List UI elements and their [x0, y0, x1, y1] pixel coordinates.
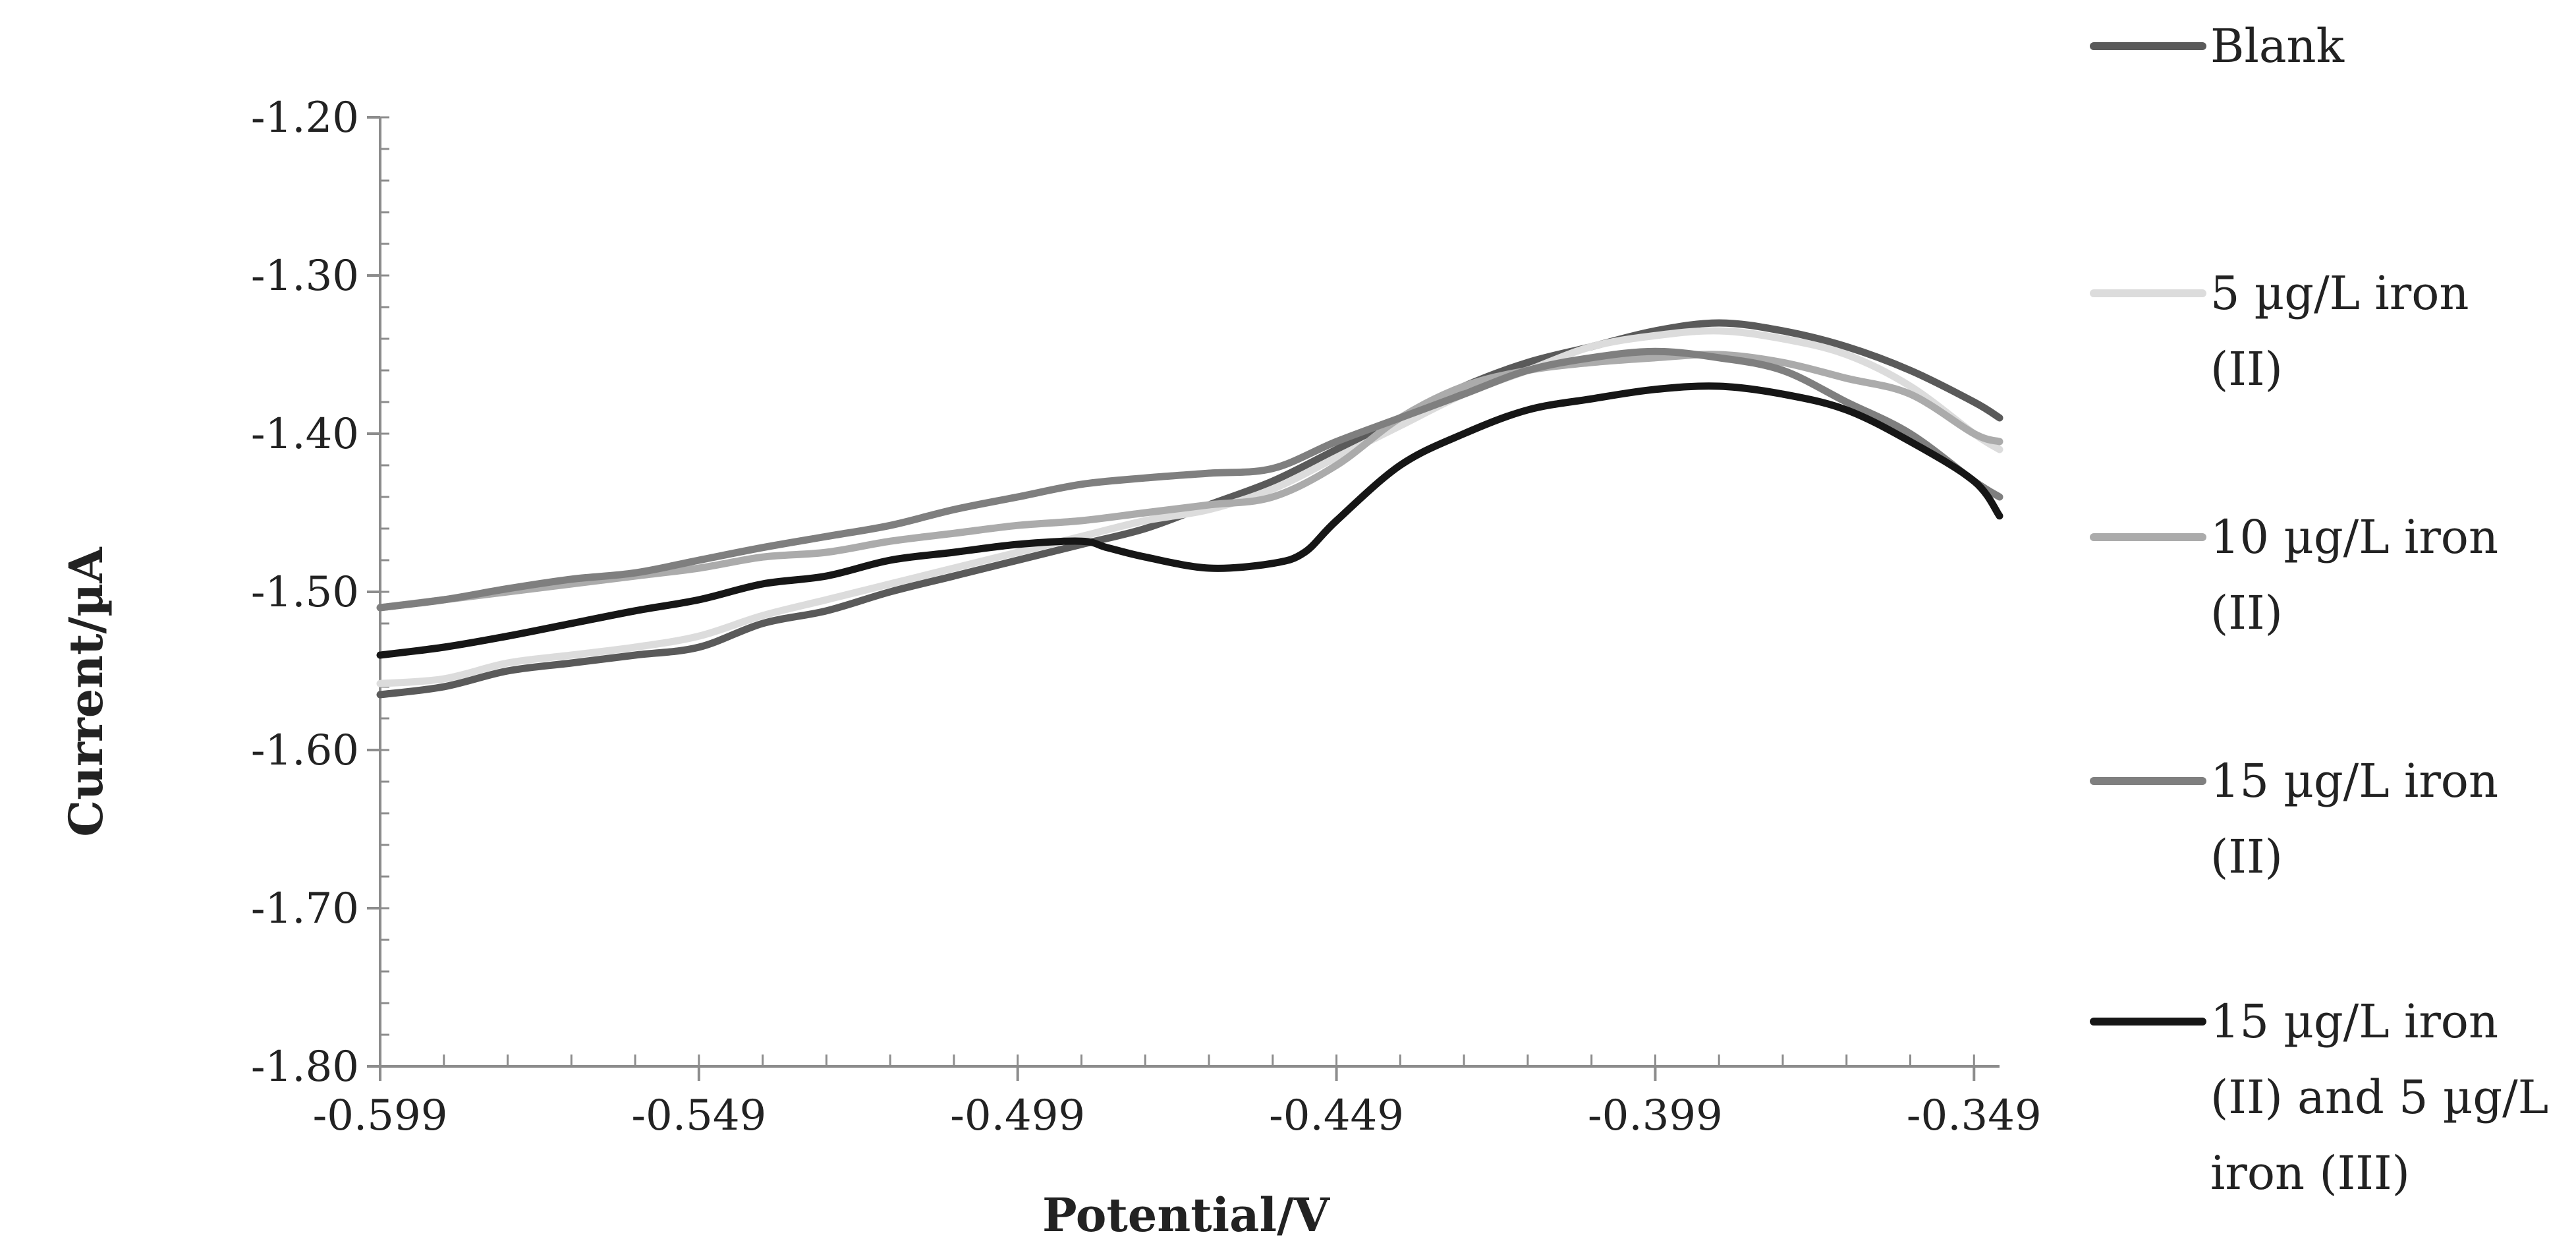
legend-label-3: (II)	[2210, 586, 2283, 640]
legend-label-1: Blank	[2210, 19, 2345, 73]
y-tick-label: -1.40	[251, 410, 359, 459]
x-tick-label: -0.599	[313, 1091, 448, 1140]
legend-label-2: 5 µg/L iron	[2210, 266, 2469, 320]
legend-label-5: iron (III)	[2210, 1146, 2410, 1200]
series-line-4	[376, 347, 2003, 612]
x-tick-label: -0.499	[950, 1091, 1085, 1140]
axes-layer: -1.20 -1.30 -1.40 -1.50 -1.60 -1.70 -1.80-0.59…	[251, 94, 2042, 1140]
x-tick-label: -0.399	[1588, 1091, 1723, 1140]
legend-label-3: 10 µg/L iron	[2210, 510, 2498, 564]
series-line-3	[376, 351, 2003, 612]
y-tick-label: -1.30	[251, 252, 359, 301]
series-layer	[376, 319, 2003, 699]
legend-label-4: (II)	[2210, 830, 2283, 884]
y-tick-label: -1.70	[251, 884, 359, 933]
y-tick-label: -1.50	[251, 568, 359, 617]
legend-label-2: (II)	[2210, 342, 2283, 396]
legend-label-5: 15 µg/L iron	[2210, 995, 2498, 1049]
legend-label-5: (II) and 5 µg/L	[2210, 1070, 2548, 1124]
series-line-5	[376, 382, 2003, 659]
y-axis-title: Current/µA	[59, 546, 113, 837]
legend-label-4: 15 µg/L iron	[2210, 754, 2498, 808]
y-tick-label: -1.20	[251, 94, 359, 142]
series-line-2	[376, 327, 2003, 687]
y-tick-label: -1.60	[251, 726, 359, 775]
x-tick-label: -0.349	[1907, 1091, 2042, 1140]
legend: Blank 5 µg/L iron (II) 10 µg/L iron (II) 15 µ…	[2090, 19, 2548, 1200]
x-tick-label: -0.549	[631, 1091, 766, 1140]
x-tick-label: -0.449	[1269, 1091, 1404, 1140]
y-tick-label: -1.80	[251, 1043, 359, 1091]
x-axis-title: Potential/V	[1042, 1188, 1331, 1240]
